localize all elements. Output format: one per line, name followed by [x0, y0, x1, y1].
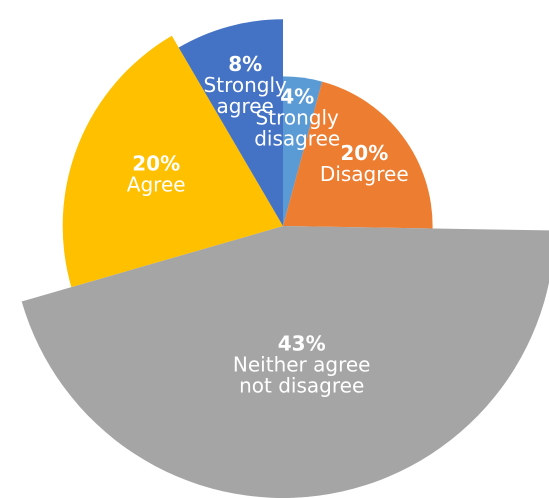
slice-percent-label: 4%: [280, 85, 314, 109]
pie-slice-2: [21, 226, 549, 498]
slice-category-label: Strongly: [204, 73, 287, 97]
slice-percent-label: 20%: [132, 151, 180, 175]
slice-category-label: agree: [217, 94, 274, 118]
slice-label-1: 20%Disagree: [320, 141, 409, 186]
slice-labels: 4%Stronglydisagree20%Disagree43%Neither …: [127, 52, 409, 398]
slice-percent-label: 43%: [278, 332, 326, 356]
pie-slice-3: [62, 35, 283, 288]
slice-percent-label: 20%: [340, 141, 388, 165]
pie-slice-0: [283, 76, 323, 227]
pie-slice-1: [283, 81, 433, 229]
slice-category-label: Neither agree: [233, 353, 371, 377]
slice-category-label: Disagree: [320, 162, 409, 186]
pie-slices: [21, 19, 549, 498]
slice-category-label: Agree: [127, 172, 186, 196]
slice-percent-label: 8%: [228, 52, 262, 76]
slice-label-3: 20%Agree: [127, 151, 186, 196]
pie-slice-4: [178, 19, 283, 227]
slice-category-label: Strongly: [256, 106, 339, 130]
slice-category-label: not disagree: [239, 374, 364, 398]
slice-category-label: disagree: [254, 127, 340, 151]
